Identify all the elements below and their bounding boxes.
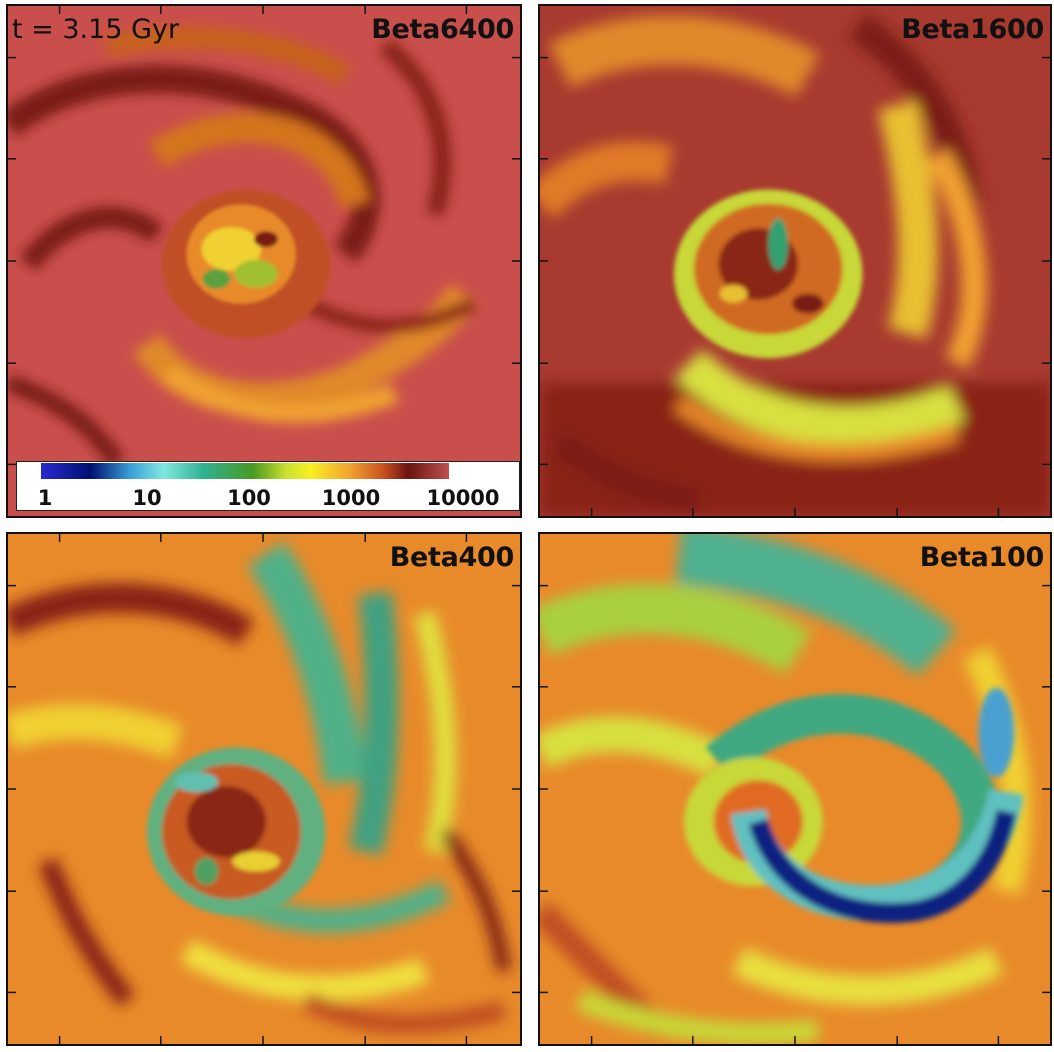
colorbar-tick-10000: 10000 (426, 486, 500, 510)
panel-label-beta100: Beta100 (919, 542, 1045, 573)
beta6400-axis-ticks (8, 6, 520, 466)
colorbar-gradient (41, 463, 449, 479)
colorbar: 1 10 100 1000 10000 (16, 461, 520, 511)
colorbar-tick-100: 100 (227, 486, 271, 510)
colorbar-tick-1000: 1000 (321, 486, 381, 510)
beta1600-axis-ticks (540, 56, 1050, 516)
panel-label-beta1600: Beta1600 (901, 14, 1044, 45)
beta100-field-image (540, 534, 1050, 1044)
beta400-field-image (8, 534, 520, 1044)
beta100-axis-ticks (540, 584, 1050, 1044)
panel-label-beta400: Beta400 (389, 542, 515, 573)
beta400-axis-ticks (8, 534, 520, 1044)
time-label: t = 3.15 Gyr (12, 14, 180, 45)
panel-beta6400: t = 3.15 Gyr Beta6400 1 10 100 1000 1000… (6, 4, 522, 518)
colorbar-tick-10: 10 (132, 486, 162, 510)
panel-beta400: Beta400 (6, 532, 522, 1046)
beta6400-field-image (8, 6, 520, 516)
panel-beta100: Beta100 (538, 532, 1052, 1046)
panel-label-beta6400: Beta6400 (371, 14, 514, 45)
beta1600-field-image (540, 6, 1050, 516)
panel-beta1600: Beta1600 (538, 4, 1052, 518)
colorbar-tick-1: 1 (37, 486, 53, 510)
